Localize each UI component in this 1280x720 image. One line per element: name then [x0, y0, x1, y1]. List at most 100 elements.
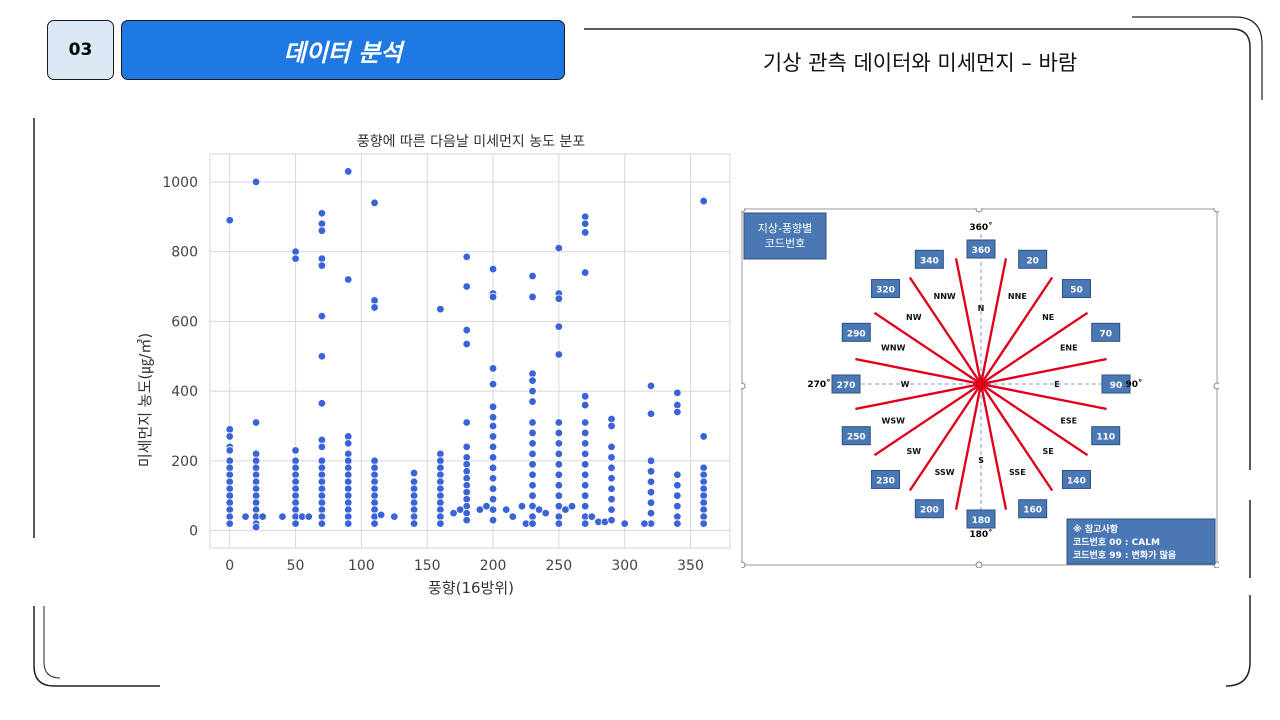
- scatter-point: [371, 304, 379, 312]
- scatter-point: [305, 513, 313, 521]
- scatter-point: [226, 520, 234, 528]
- scatter-point: [437, 485, 445, 493]
- scatter-point: [292, 499, 300, 507]
- scatter-point: [555, 481, 563, 489]
- scatter-point: [344, 440, 352, 448]
- scatter-point: [292, 492, 300, 500]
- x-tick-label: 200: [480, 558, 507, 574]
- scatter-point: [371, 471, 379, 479]
- scatter-point: [437, 305, 445, 313]
- scatter-point: [581, 213, 589, 221]
- scatter-point: [647, 467, 655, 475]
- scatter-point: [581, 502, 589, 510]
- scatter-point: [292, 457, 300, 465]
- scatter-point: [292, 447, 300, 455]
- scatter-point: [555, 429, 563, 437]
- scatter-point: [318, 478, 326, 486]
- scatter-point: [489, 485, 497, 493]
- scatter-point: [292, 471, 300, 479]
- scatter-point: [647, 457, 655, 465]
- scatter-point: [581, 229, 589, 237]
- scatter-point: [226, 216, 234, 224]
- scatter-point: [344, 168, 352, 176]
- scatter-point: [555, 295, 563, 303]
- scatter-point: [242, 513, 250, 521]
- scatter-point: [581, 429, 589, 437]
- scatter-point: [371, 520, 379, 528]
- section-title: 데이터 분석: [284, 33, 403, 68]
- code-box: 360: [967, 240, 995, 258]
- scatter-point: [371, 492, 379, 500]
- code-box: 340: [915, 250, 943, 268]
- slide-subtitle: 기상 관측 데이터와 미세먼지 – 바람: [700, 47, 1140, 77]
- scatter-point: [344, 478, 352, 486]
- scatter-point: [410, 492, 418, 500]
- scatter-point: [529, 377, 537, 385]
- scatter-point: [489, 265, 497, 273]
- scatter-point: [608, 474, 616, 482]
- scatter-point: [463, 283, 471, 291]
- scatter-point: [489, 293, 497, 301]
- scatter-point: [371, 499, 379, 507]
- scatter-point: [344, 492, 352, 500]
- scatter-point: [489, 516, 497, 524]
- scatter-point: [700, 499, 708, 507]
- code-box: 50: [1062, 280, 1090, 298]
- scatter-point: [608, 506, 616, 514]
- scatter-point: [292, 506, 300, 514]
- scatter-point: [437, 478, 445, 486]
- scatter-point: [555, 461, 563, 469]
- code-box: 250: [842, 427, 870, 445]
- scatter-point: [529, 450, 537, 458]
- scatter-point: [581, 481, 589, 489]
- scatter-point: [344, 499, 352, 507]
- y-tick-label: 800: [171, 245, 198, 261]
- scatter-point: [344, 457, 352, 465]
- scatter-point: [226, 492, 234, 500]
- axis-label-bottom: 180˚: [969, 529, 992, 540]
- scatter-point: [252, 506, 260, 514]
- scatter-point: [608, 454, 616, 462]
- scatter-point: [410, 513, 418, 521]
- direction-label: W: [901, 380, 910, 389]
- scatter-point: [226, 513, 234, 521]
- scatter-point: [529, 492, 537, 500]
- axis-label-right: 90˚: [1125, 379, 1142, 390]
- scatter-point: [371, 485, 379, 493]
- scatter-point: [529, 513, 537, 521]
- scatter-point: [463, 474, 471, 482]
- scatter-point: [674, 471, 682, 479]
- section-title-bar: 데이터 분석: [121, 20, 565, 80]
- scatter-point: [700, 433, 708, 441]
- scatter-point: [371, 297, 379, 305]
- x-tick-label: 350: [677, 558, 704, 574]
- scatter-point: [371, 478, 379, 486]
- scatter-point: [700, 506, 708, 514]
- code-box-label: 110: [1096, 433, 1115, 443]
- scatter-point: [529, 481, 537, 489]
- scatter-point: [529, 293, 537, 301]
- scatter-point: [226, 485, 234, 493]
- scatter-point: [344, 433, 352, 441]
- legend-title-line1: 지상-풍향별: [758, 222, 813, 235]
- scatter-point: [463, 443, 471, 451]
- code-box-label: 290: [847, 329, 866, 339]
- scatter-point: [463, 488, 471, 496]
- scatter-point: [581, 520, 589, 528]
- scatter-point: [292, 478, 300, 486]
- scatter-point: [463, 461, 471, 469]
- scatter-point: [674, 502, 682, 510]
- scatter-point: [318, 513, 326, 521]
- scatter-point: [410, 469, 418, 477]
- scatter-point: [489, 474, 497, 482]
- scatter-point: [410, 485, 418, 493]
- scatter-point: [344, 485, 352, 493]
- scatter-point: [489, 443, 497, 451]
- scatter-point: [292, 485, 300, 493]
- scatter-point: [581, 471, 589, 479]
- scatter-point: [344, 276, 352, 284]
- wind-direction-code-diagram: 지상-풍향별 코드번호 NNNENEENEEESESESSESSSWSWWSWW…: [741, 208, 1219, 568]
- direction-label: SSE: [1009, 468, 1026, 477]
- scatter-point: [279, 513, 287, 521]
- scatter-point: [292, 255, 300, 263]
